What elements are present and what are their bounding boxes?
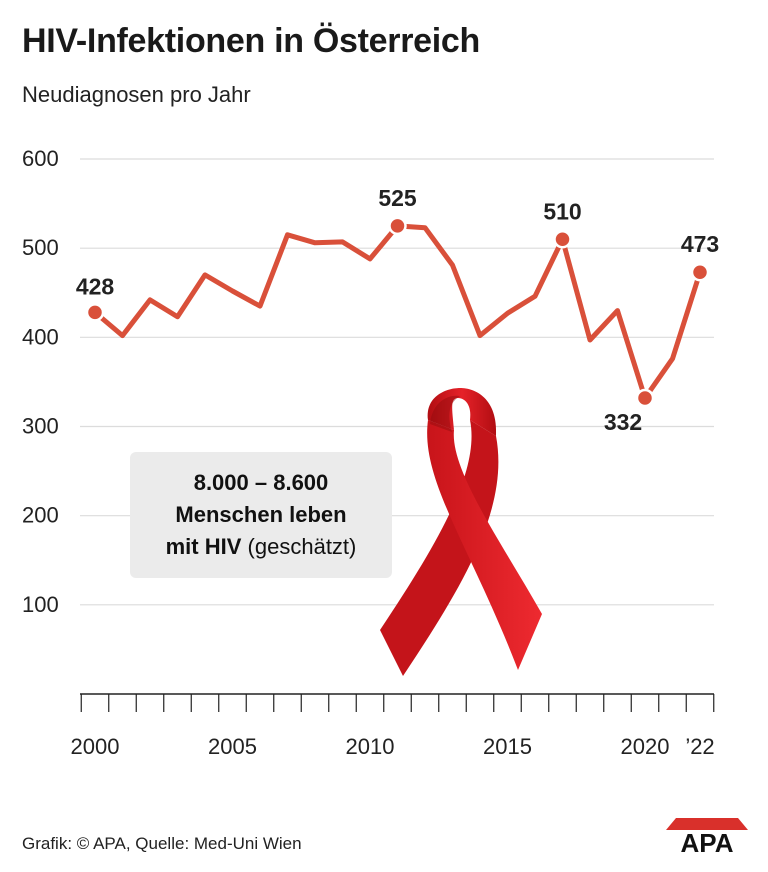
estimate-range: 8.000 – 8.600 [193, 470, 329, 495]
line-layer [92, 223, 703, 401]
apa-logo: APA [666, 818, 748, 854]
x-tick-label: 2000 [71, 734, 120, 759]
data-point [85, 303, 105, 322]
data-label: 473 [681, 231, 719, 257]
chart-title: HIV-Infektionen in Österreich [22, 22, 480, 60]
data-label: 525 [378, 185, 417, 211]
y-tick-label: 100 [22, 592, 59, 617]
estimate-line3-note: (geschätzt) [247, 534, 357, 559]
x-tick-label: 2020 [621, 734, 670, 759]
x-tick-label: ’22 [685, 734, 714, 759]
red-ribbon-icon [380, 388, 542, 676]
y-tick-label: 200 [22, 503, 59, 528]
y-tick-label: 500 [22, 235, 59, 260]
data-point [388, 216, 407, 236]
estimate-line3-bold: mit HIV [165, 534, 242, 559]
source-credit: Grafik: © APA, Quelle: Med-Uni Wien [22, 834, 302, 853]
x-tick-label: 2010 [346, 734, 395, 759]
y-tick-label: 300 [22, 414, 59, 439]
people-living-with-hiv-box: 8.000 – 8.600 Menschen leben mit HIV (ge… [130, 452, 392, 578]
x-tick-label: 2005 [208, 734, 257, 759]
data-point [635, 388, 655, 408]
y-tick-label: 400 [22, 324, 59, 349]
x-axis: 2000 2005 2010 2015 2020 ’22 [71, 693, 715, 759]
points-layer: 428 525 510 332 473 [76, 185, 719, 435]
data-point [690, 262, 710, 282]
x-tick-label: 2015 [483, 734, 532, 759]
apa-logo-text: APA [681, 828, 734, 854]
y-tick-label: 600 [22, 146, 59, 171]
data-point [553, 230, 572, 249]
estimate-line2: Menschen leben [175, 502, 347, 527]
series-line [92, 223, 703, 401]
data-label: 510 [543, 198, 581, 224]
data-label: 332 [604, 409, 642, 435]
chart-subtitle: Neudiagnosen pro Jahr [22, 82, 251, 107]
data-label: 428 [76, 273, 115, 299]
